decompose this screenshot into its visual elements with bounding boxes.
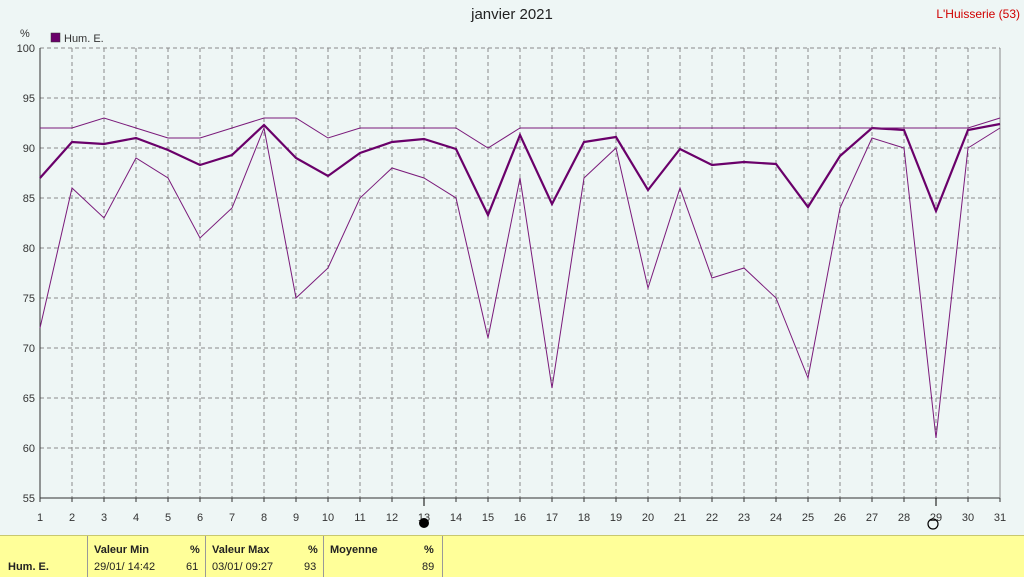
y-tick-label: 75 [23,293,35,305]
y-tick-label: 80 [23,243,35,255]
x-tick-label: 21 [674,512,686,524]
x-tick-label: 2 [69,512,75,524]
y-tick-labels: 55 60 65 70 75 80 85 90 95 100 [17,43,35,505]
x-tick-label: 9 [293,512,299,524]
x-tick-label: 18 [578,512,590,524]
x-tick-label: 6 [197,512,203,524]
avg-header: Moyenne [330,544,378,556]
min-value: 61 [186,561,199,573]
new-moon-icon [927,518,939,530]
max-value: 93 [304,561,317,573]
y-tick-label: 70 [23,343,35,355]
axes [39,48,1001,502]
x-tick-label: 20 [642,512,654,524]
max-unit: % [308,544,318,556]
chart-title: janvier 2021 [471,6,553,23]
x-tick-label: 14 [450,512,462,524]
x-tick-label: 30 [962,512,974,524]
series-line-max [40,117,1001,149]
min-cell: Valeur Min % 29/01/ 14:42 61 [87,536,206,577]
full-moon-icon [419,518,429,528]
y-tick-label: 90 [23,143,35,155]
x-tick-label: 12 [386,512,398,524]
x-tick-label: 11 [354,512,365,524]
avg-unit: % [424,544,434,556]
x-tick-label: 29 [930,512,942,524]
legend-label: Hum. E. [64,33,104,45]
y-tick-label: 65 [23,393,35,405]
min-date: 29/01/ 14:42 [94,561,156,573]
x-tick-label: 19 [610,512,622,524]
y-tick-label: 95 [23,93,35,105]
series-lines [39,117,1001,439]
x-tick-label: 4 [133,512,139,524]
max-cell: Valeur Max % 03/01/ 09:27 93 [205,536,324,577]
x-tick-label: 8 [261,512,267,524]
max-date: 03/01/ 09:27 [212,561,274,573]
x-tick-label: 17 [546,512,558,524]
footer-series-label: Hum. E. [8,561,49,573]
avg-cell: Moyenne % 89 [323,536,443,577]
y-tick-label: 85 [23,193,35,205]
max-header: Valeur Max [212,544,270,556]
x-tick-label: 7 [229,512,235,524]
x-tick-label: 31 [994,512,1006,524]
x-tick-label: 23 [738,512,750,524]
x-tick-label: 24 [770,512,782,524]
legend-swatch [50,32,61,43]
series-line-mean [39,122,1001,218]
moon-markers [419,498,939,530]
x-tick-label: 25 [802,512,814,524]
station-label: L'Huisserie (53) [936,7,1020,21]
grid-lines [40,47,1000,498]
x-tick-label: 26 [834,512,846,524]
x-tick-label: 15 [482,512,494,524]
x-tick-label: 1 [37,512,43,524]
stats-footer: Hum. E. Valeur Min % 29/01/ 14:42 61 Val… [0,535,1024,577]
x-tick-label: 10 [322,512,334,524]
y-tick-label: 60 [23,443,35,455]
min-unit: % [190,544,200,556]
y-unit-label: % [20,28,30,40]
avg-value: 89 [422,561,435,573]
x-tick-label: 5 [165,512,171,524]
y-tick-label: 100 [17,43,35,55]
series-line-min [39,126,1001,439]
x-tick-label: 16 [514,512,526,524]
x-tick-label: 3 [101,512,107,524]
x-tick-label: 27 [866,512,878,524]
y-tick-label: 55 [23,493,35,505]
x-tick-label: 22 [706,512,718,524]
min-header: Valeur Min [94,544,150,556]
x-tick-labels: 1234567891011121314151617181920212223242… [37,512,1006,524]
x-tick-label: 28 [898,512,910,524]
